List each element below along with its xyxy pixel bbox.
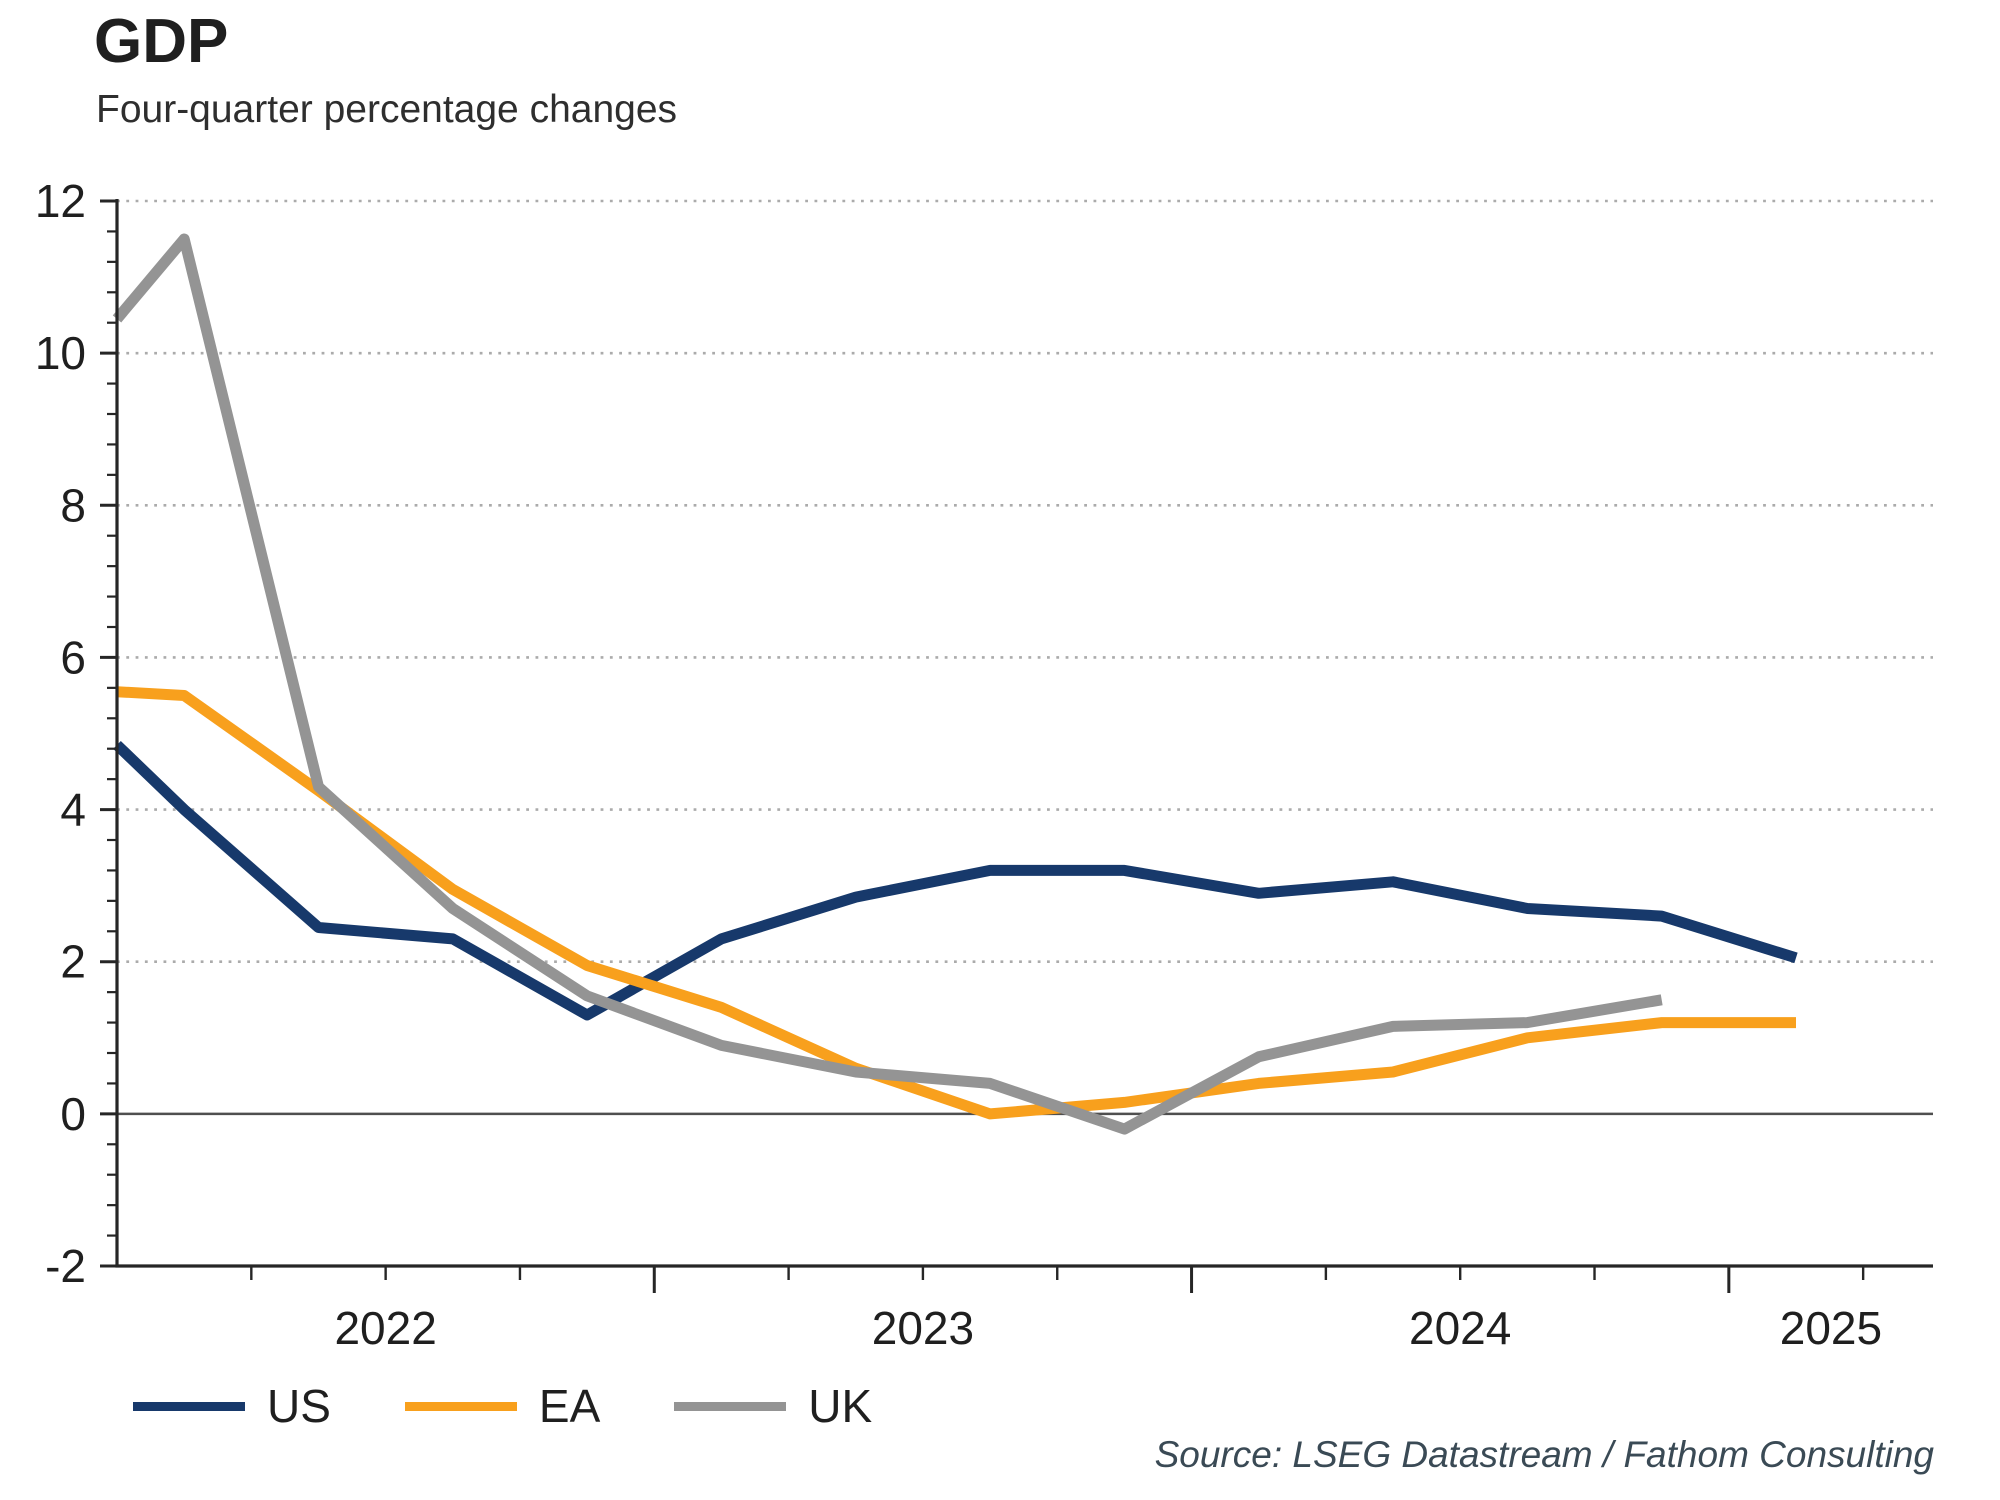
chart-legend: US EA UK (133, 1378, 946, 1434)
series-line-ea (116, 686, 1796, 1120)
x-year-label-2022: 2022 (334, 1302, 436, 1354)
ea-line-swatch (404, 1401, 517, 1411)
legend-label-us: US (267, 1380, 331, 1432)
series-line-us (113, 740, 1798, 1021)
legend-item-ea: EA (404, 1379, 601, 1433)
chart-title: GDP (94, 7, 229, 76)
legend-label-uk: UK (808, 1380, 873, 1432)
x-year-label-2024: 2024 (1409, 1302, 1511, 1354)
series-line-uk (112, 233, 1663, 1135)
y-tick-label-2: 2 (60, 936, 86, 988)
y-tick-label-4: 4 (60, 784, 86, 836)
y-tick-label-8: 8 (60, 479, 86, 531)
x-ticks (250, 1266, 1865, 1293)
y-tick-label-12: 12 (35, 175, 86, 227)
x-year-label-2023: 2023 (872, 1302, 974, 1354)
y-tick-labels: -2 0 2 4 6 8 10 12 (35, 175, 86, 1292)
source-attribution: Source: LSEG Datastream / Fathom Consult… (1154, 1434, 1934, 1475)
y-tick-label-10: 10 (35, 327, 86, 379)
x-year-labels: 2022 2023 2024 2025 (334, 1302, 1882, 1354)
axes (115, 199, 1933, 1268)
uk-line-swatch (674, 1401, 787, 1411)
y-ticks (100, 199, 117, 1268)
y-tick-label-6: 6 (60, 631, 86, 683)
y-tick-label--2: -2 (45, 1240, 86, 1292)
legend-label-ea: EA (538, 1380, 601, 1432)
x-year-label-2025: 2025 (1780, 1302, 1882, 1354)
chart-subtitle: Four-quarter percentage changes (96, 88, 678, 131)
y-tick-label-0: 0 (60, 1088, 86, 1140)
us-line-swatch (133, 1401, 245, 1411)
series-lines (112, 233, 1798, 1135)
legend-item-uk: UK (674, 1379, 872, 1433)
legend-item-us: US (133, 1379, 331, 1433)
